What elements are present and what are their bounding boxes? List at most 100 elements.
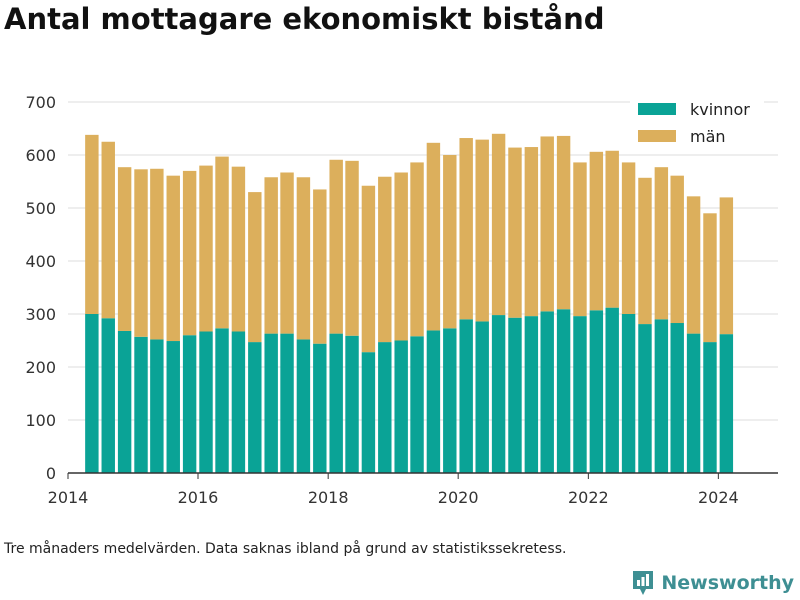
chart-title: Antal mottagare ekonomiskt bistånd <box>4 2 605 36</box>
bar-kvinnor <box>670 323 684 473</box>
y-tick-label: 700 <box>25 93 56 112</box>
x-tick-label: 2020 <box>438 488 479 507</box>
bar-kvinnor <box>686 333 701 473</box>
bar-man <box>491 133 506 316</box>
bar-man <box>378 176 392 343</box>
bar-kvinnor <box>638 324 652 473</box>
x-tick-label: 2024 <box>698 488 739 507</box>
bar-kvinnor <box>410 336 424 473</box>
bar-man <box>670 175 684 324</box>
legend-swatch-kvinnor <box>638 103 676 115</box>
bar-kvinnor <box>313 343 327 473</box>
bar-kvinnor <box>589 310 604 473</box>
bar-man <box>654 167 669 320</box>
bar-man <box>426 142 441 331</box>
bar-kvinnor <box>556 309 571 473</box>
bar-kvinnor <box>540 311 554 473</box>
bar-kvinnor <box>508 317 522 473</box>
legend-label-man: män <box>690 127 726 146</box>
bar-kvinnor <box>280 333 294 473</box>
bar-man <box>443 155 457 329</box>
bar-man <box>719 197 734 335</box>
bar-kvinnor <box>573 316 587 473</box>
legend-label-kvinnor: kvinnor <box>690 100 750 119</box>
bar-man <box>540 136 554 312</box>
bar-man <box>150 168 164 340</box>
bar-kvinnor <box>524 316 539 473</box>
bar-man <box>231 166 246 332</box>
bar-man <box>703 213 717 343</box>
x-tick-label: 2014 <box>48 488 89 507</box>
x-tick-label: 2016 <box>178 488 219 507</box>
bar-man <box>329 159 343 334</box>
bar-man <box>117 167 132 331</box>
bar-man <box>215 156 229 329</box>
bar-kvinnor <box>182 335 197 473</box>
bar-man <box>508 147 522 318</box>
x-tick-label: 2022 <box>568 488 609 507</box>
bar-kvinnor <box>394 340 408 473</box>
y-tick-label: 500 <box>25 199 56 218</box>
bar-kvinnor <box>117 330 132 473</box>
bar-kvinnor <box>443 328 457 473</box>
bar-kvinnor <box>215 328 229 473</box>
bar-man <box>166 175 180 342</box>
bar-kvinnor <box>101 318 115 473</box>
bar-man <box>280 172 294 334</box>
footnote: Tre månaders medelvärden. Data saknas ib… <box>4 541 567 557</box>
bar-man <box>134 169 148 337</box>
bar-man <box>686 196 701 334</box>
bar-man <box>621 162 636 314</box>
newsworthy-logo-icon <box>633 571 654 595</box>
bar-kvinnor <box>85 314 99 473</box>
y-tick-label: 400 <box>25 252 56 271</box>
bar-man <box>524 147 539 317</box>
y-tick-label: 300 <box>25 305 56 324</box>
legend-swatch-man <box>638 130 676 142</box>
bar-man <box>638 177 652 325</box>
bar-man <box>182 170 197 336</box>
bar-kvinnor <box>248 342 262 473</box>
bar-kvinnor <box>719 334 734 473</box>
bar-man <box>264 177 278 334</box>
bar-man <box>101 141 115 319</box>
bar-man <box>199 165 213 332</box>
axes: 0 100 200 300 400 500 600 700 2014 2016 2018 2020 20… <box>25 93 778 507</box>
bar-man <box>345 160 359 336</box>
bar-kvinnor <box>621 314 636 473</box>
y-tick-label: 200 <box>25 358 56 377</box>
bar-man <box>296 177 311 340</box>
bar-man <box>605 150 619 308</box>
bar-man <box>394 172 408 341</box>
x-tick-label: 2018 <box>308 488 349 507</box>
bar-kvinnor <box>426 330 441 473</box>
y-tick-label: 0 <box>46 464 56 483</box>
bar-man <box>475 139 489 322</box>
bar-kvinnor <box>231 331 246 473</box>
bar-kvinnor <box>378 342 392 473</box>
bar-man <box>556 135 571 310</box>
bars <box>85 133 734 473</box>
bar-kvinnor <box>264 333 278 473</box>
bar-kvinnor <box>459 319 473 473</box>
bar-man <box>410 162 424 337</box>
bar-kvinnor <box>345 335 359 473</box>
bar-kvinnor <box>150 339 164 473</box>
bar-kvinnor <box>475 321 489 473</box>
bar-man <box>248 192 262 343</box>
y-tick-label: 100 <box>25 411 56 430</box>
bar-kvinnor <box>134 336 148 473</box>
bar-man <box>589 151 604 311</box>
bar-kvinnor <box>329 333 343 473</box>
bar-kvinnor <box>491 315 506 473</box>
bar-man <box>361 185 376 353</box>
bar-man <box>313 189 327 344</box>
bar-man <box>459 138 473 320</box>
brand-name: Newsworthy <box>661 572 794 594</box>
bar-kvinnor <box>703 342 717 473</box>
y-tick-label: 600 <box>25 146 56 165</box>
bar-kvinnor <box>605 307 619 473</box>
legend: kvinnor män <box>630 96 764 154</box>
brand: Newsworthy <box>631 569 794 597</box>
